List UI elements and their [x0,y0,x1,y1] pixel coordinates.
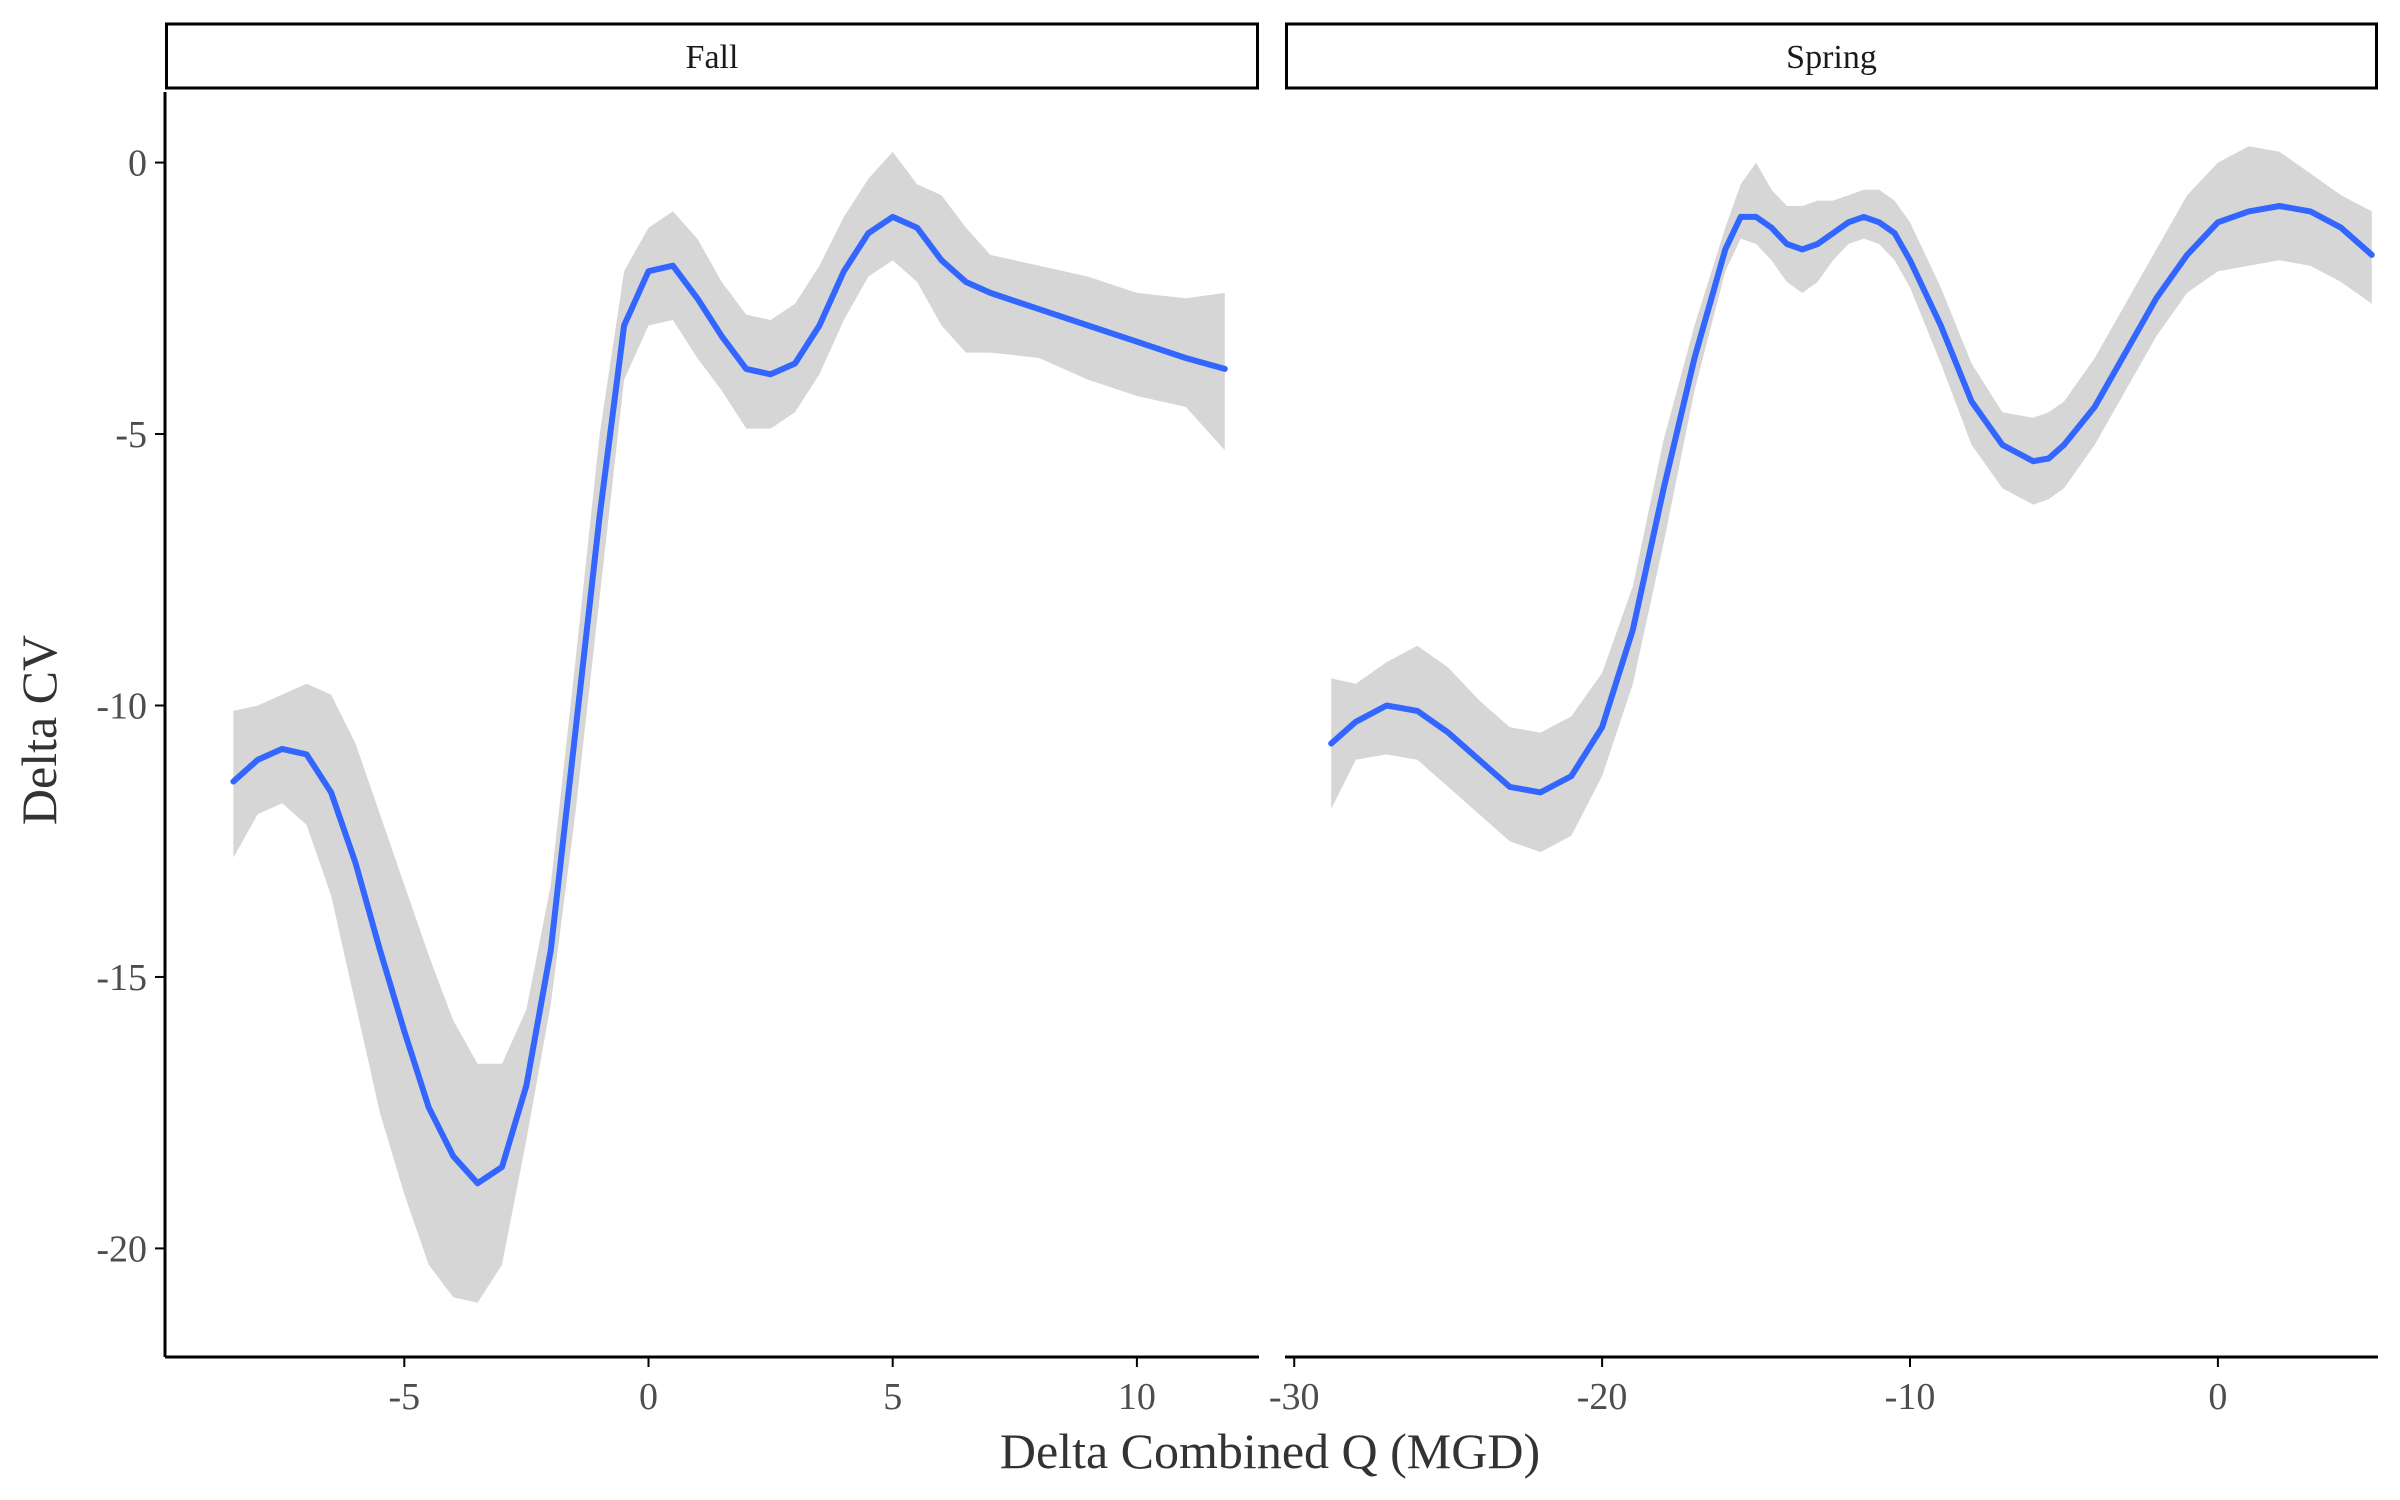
x-tick-label: 5 [883,1376,902,1418]
x-tick-label: 0 [2208,1376,2227,1418]
panels-layer: Fall -5 0 5 10 Spring -30 -20 -10 0 [165,22,2378,1418]
x-axis-title: Delta Combined Q (MGD) [1000,1423,1540,1479]
confidence-ribbon [233,151,1225,1303]
x-tick-label: 10 [1118,1376,1156,1418]
facet-strip [165,22,1259,90]
facet-strip [1285,22,2378,90]
y-tick-label: 0 [128,143,147,185]
facet-strip-label: Spring [1786,39,1877,76]
facet-panel-fall: Fall -5 0 5 10 [165,22,1259,1418]
y-tick-label: -5 [115,414,147,456]
smooth-line [1328,203,2375,796]
y-axis-title: Delta CV [11,635,67,825]
x-tick-label: 0 [639,1376,658,1418]
confidence-ribbon [1331,146,2372,853]
y-tick-label: -15 [96,957,147,999]
x-tick-label: -5 [388,1376,420,1418]
x-tick-label: -10 [1885,1376,1936,1418]
y-tick-label: -20 [96,1228,147,1270]
facet-panel-spring: Spring -30 -20 -10 0 [1269,22,2378,1418]
x-tick-label: -20 [1577,1376,1628,1418]
y-axis: 0 -5 -10 -15 -20 [96,92,167,1357]
y-tick-label: -10 [96,685,147,727]
x-tick-label: -30 [1269,1376,1320,1418]
facet-strip-label: Fall [686,39,739,76]
smooth-line [230,213,1228,1187]
